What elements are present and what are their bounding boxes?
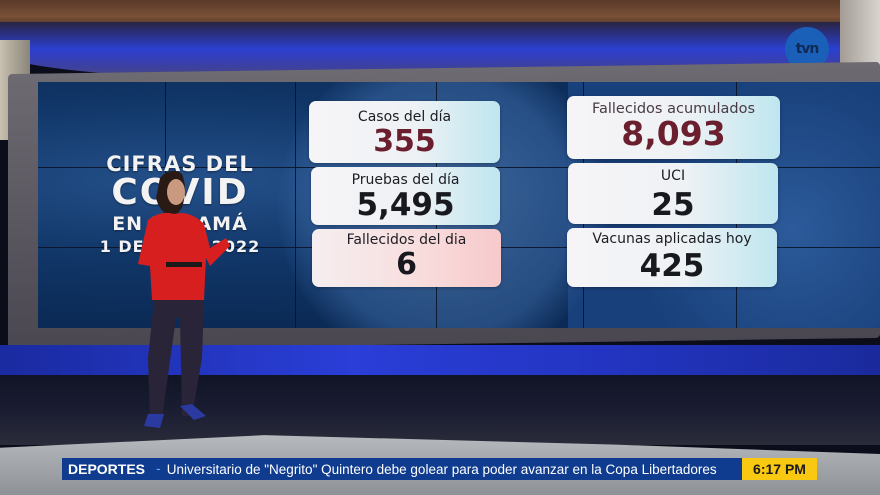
ticker-separator: -: [156, 461, 161, 477]
stat-card-uci: UCI 25: [568, 163, 778, 224]
stat-card-fallecidos-acumulados: Fallecidos acumulados 8,093: [567, 96, 780, 159]
broadcast-clock: 6:17 PM: [742, 458, 817, 480]
stat-label: Pruebas del día: [351, 172, 460, 188]
stat-value: 355: [373, 124, 436, 159]
studio-blue-strip: [0, 345, 880, 375]
stat-card-pruebas: Pruebas del día 5,495: [311, 167, 500, 225]
stat-card-casos: Casos del día 355: [309, 101, 500, 163]
stat-value: 8,093: [621, 114, 726, 153]
presenter-figure: [138, 170, 230, 428]
stat-value: 6: [396, 247, 417, 282]
stat-card-vacunas: Vacunas aplicadas hoy 425: [567, 228, 777, 287]
stat-label: UCI: [660, 168, 686, 184]
ticker-headline: Universitario de "Negrito" Quintero debe…: [166, 461, 717, 477]
stat-value: 25: [651, 187, 695, 223]
news-ticker: DEPORTES - Universitario de "Negrito" Qu…: [62, 458, 742, 480]
stat-label: Casos del día: [357, 109, 452, 125]
stat-card-fallecidos-dia: Fallecidos del dia 6: [312, 229, 501, 287]
studio-floor: [0, 375, 880, 445]
screen-title-line1: CIFRAS DEL: [106, 152, 254, 176]
panel-seam: [295, 82, 296, 328]
stat-label: Vacunas aplicadas hoy: [592, 231, 752, 247]
stat-label: Fallecidos acumulados: [591, 101, 756, 117]
ticker-category: DEPORTES: [68, 461, 146, 477]
stat-value: 5,495: [356, 187, 455, 223]
stat-value: 425: [639, 248, 705, 284]
stat-label: Fallecidos del dia: [346, 232, 467, 248]
